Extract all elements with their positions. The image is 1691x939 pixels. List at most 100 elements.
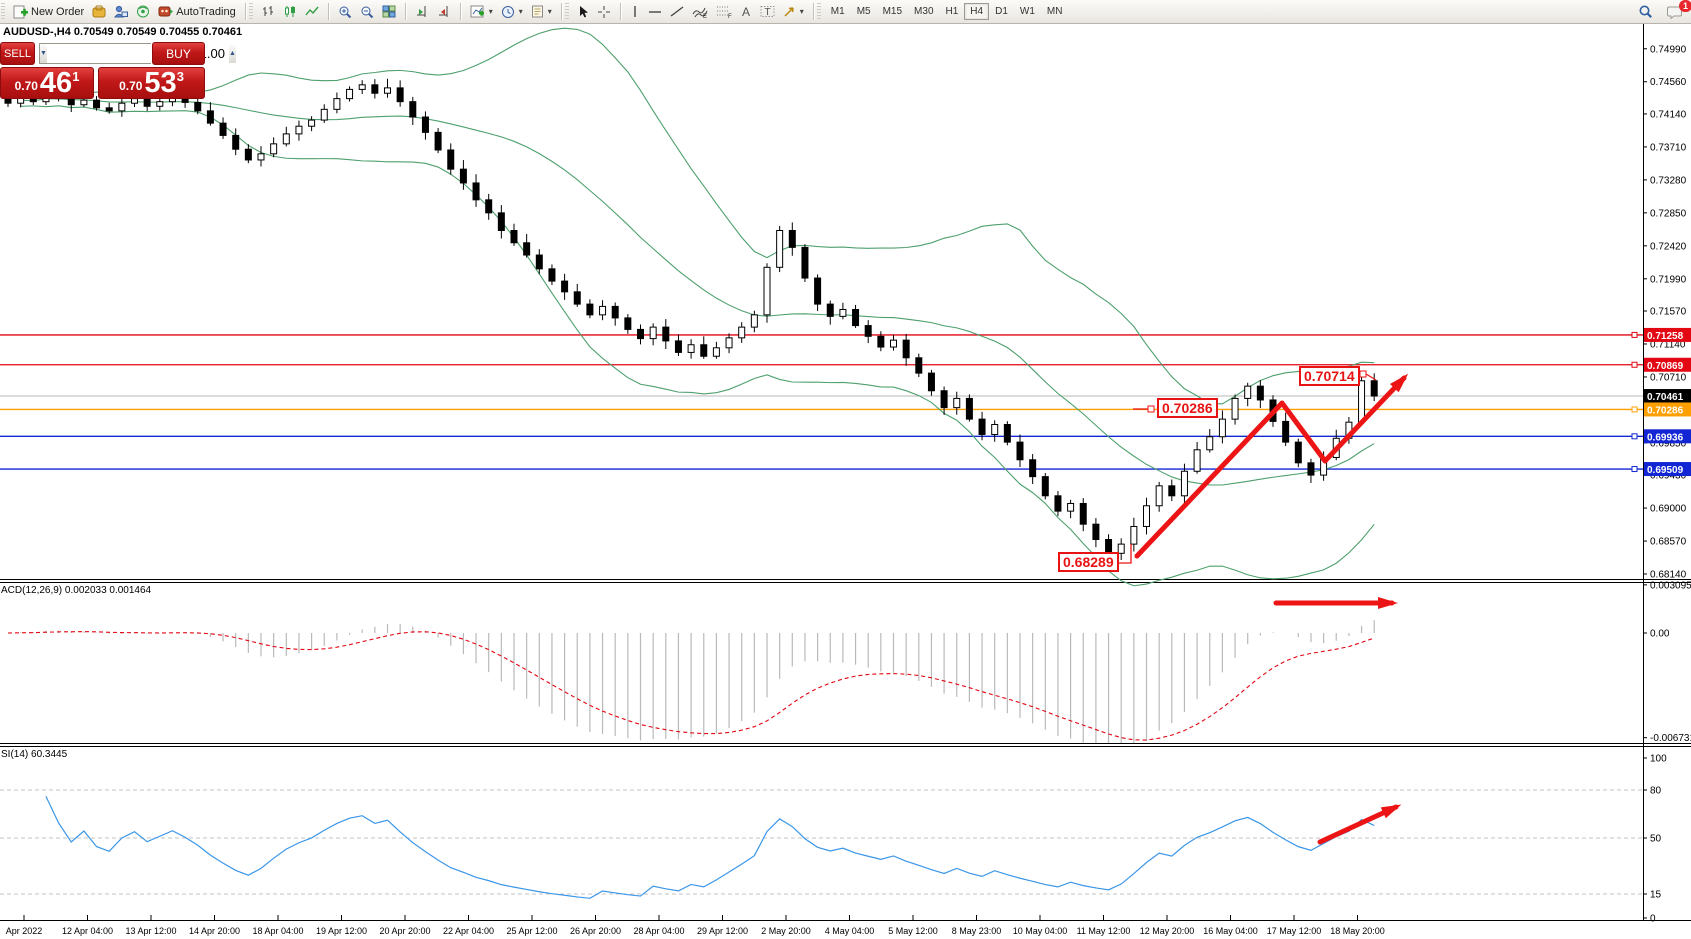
new-order-button[interactable]: New Order — [9, 3, 88, 20]
indicators-button[interactable]: ▾ — [466, 3, 497, 20]
channel-icon: E — [692, 5, 708, 18]
volume-decrease-button[interactable]: ▼ — [40, 44, 47, 63]
text-button[interactable]: A — [736, 3, 756, 20]
timeframe-h4[interactable]: H4 — [964, 3, 990, 20]
zoom-in-button[interactable] — [334, 3, 356, 20]
arrows-button[interactable]: ▾ — [779, 3, 808, 20]
axis-label: 8 May 23:00 — [952, 926, 1002, 936]
candlestick-chart-button[interactable] — [279, 3, 301, 20]
candle-body — [396, 87, 404, 103]
candle-body — [1130, 525, 1138, 545]
periods-button[interactable]: ▾ — [497, 3, 527, 20]
axis-label: 26 Apr 20:00 — [570, 926, 621, 936]
autotrading-button[interactable]: AutoTrading — [154, 3, 240, 20]
candle-body — [700, 344, 708, 357]
chart-shift-button[interactable] — [433, 3, 455, 20]
axis-label: 28 Apr 04:00 — [633, 926, 684, 936]
candle-body — [561, 280, 569, 293]
axis-label: 10 May 04:00 — [1013, 926, 1068, 936]
volume-increase-button[interactable]: ▲ — [228, 44, 236, 63]
buy-price-button[interactable]: 0.70 53 3 — [98, 67, 205, 99]
fibonacci-icon: F — [716, 5, 732, 18]
cursor-button[interactable] — [573, 3, 593, 20]
candle-body — [548, 268, 556, 282]
candle-body — [1218, 418, 1226, 438]
candle-body — [776, 229, 784, 268]
templates-button[interactable]: ▾ — [527, 3, 556, 20]
buy-button[interactable]: BUY — [152, 42, 205, 65]
templates-caret: ▾ — [547, 7, 552, 16]
line-anchor — [1631, 433, 1638, 440]
periods-icon — [501, 5, 515, 19]
price-badge — [1644, 462, 1691, 477]
zoom-out-icon — [360, 5, 374, 19]
text-label-button[interactable]: T — [756, 3, 779, 20]
zoom-in-icon — [338, 5, 352, 19]
vertical-line-button[interactable] — [626, 3, 644, 20]
candlestick-chart-icon — [283, 5, 297, 18]
zoom-out-button[interactable] — [356, 3, 378, 20]
candle-body — [1193, 449, 1201, 472]
axis-label: 0.69936 — [1647, 432, 1684, 443]
deposit-button[interactable] — [88, 3, 110, 20]
toolbar-drag-handle[interactable] — [1, 3, 5, 20]
trendline-button[interactable] — [666, 3, 688, 20]
price-callout[interactable]: 0.70286 — [1157, 398, 1218, 418]
timeframe-m30[interactable]: M30 — [914, 6, 934, 17]
candle-body — [459, 168, 467, 184]
chart-title: AUDUSD-,H4 0.70549 0.70549 0.70455 0.704… — [3, 26, 243, 38]
one-click-trading-panel: SELL ▼ ▲ BUY 0.70 46 1 0.70 53 3 — [0, 42, 236, 99]
candle-body — [1003, 423, 1011, 443]
timeframe-h1[interactable]: H1 — [945, 6, 959, 17]
svg-text:A: A — [742, 5, 750, 18]
candle-body — [80, 99, 88, 106]
candle-body — [1282, 420, 1290, 443]
tile-windows-button[interactable] — [378, 3, 400, 20]
macd-label: ACD(12,26,9) 0.002033 0.001464 — [1, 585, 152, 596]
horizontal-line-button[interactable] — [644, 3, 666, 20]
bar-chart-button[interactable] — [257, 3, 279, 20]
line-chart-button[interactable] — [301, 3, 323, 20]
axis-label: 100 — [1650, 754, 1667, 765]
fibonacci-button[interactable]: F — [712, 3, 736, 20]
timeframe-m15[interactable]: M15 — [882, 6, 903, 17]
candle-body — [371, 84, 379, 94]
search-button[interactable] — [1634, 3, 1657, 20]
auto-scroll-button[interactable] — [411, 3, 433, 20]
sell-button[interactable]: SELL — [0, 42, 35, 65]
axis-label: 80 — [1650, 786, 1662, 797]
axis-label: 29 Apr 12:00 — [697, 926, 748, 936]
axis-label: 0.74990 — [1650, 44, 1687, 55]
candle-body — [447, 149, 455, 170]
candle-body — [725, 337, 733, 349]
channel-button[interactable]: E — [688, 3, 712, 20]
candle-body — [662, 326, 670, 342]
auto-scroll-icon — [415, 5, 429, 18]
timeframe-w1[interactable]: W1 — [1019, 6, 1035, 17]
axis-label: 0.74140 — [1650, 109, 1687, 120]
timeframe-d1[interactable]: D1 — [995, 6, 1008, 17]
price-callout[interactable]: 0.70714 — [1299, 366, 1360, 386]
notifications-button[interactable]: 1 — [1663, 0, 1691, 20]
timeframe-m1[interactable]: M1 — [830, 6, 845, 17]
candle-body — [282, 133, 290, 145]
indicators-caret: ▾ — [488, 7, 493, 16]
mail-button[interactable] — [110, 3, 132, 20]
crosshair-button[interactable] — [593, 3, 615, 20]
candle-body — [1231, 397, 1239, 420]
candle-body — [257, 153, 265, 161]
candle-body — [573, 291, 581, 305]
price-badge — [1644, 357, 1691, 372]
bb-lower — [20, 105, 1375, 587]
candle-body — [105, 107, 113, 112]
price-callout[interactable]: 0.68289 — [1058, 552, 1119, 572]
text-label-icon: T — [760, 5, 775, 18]
news-button[interactable] — [132, 3, 154, 20]
candle-body — [346, 88, 354, 100]
timeframe-m5[interactable]: M5 — [856, 6, 871, 17]
callout-anchor — [1359, 370, 1367, 378]
timeframe-mn[interactable]: MN — [1046, 6, 1063, 17]
sell-price-button[interactable]: 0.70 46 1 — [0, 67, 94, 99]
candle-body — [1092, 523, 1100, 541]
